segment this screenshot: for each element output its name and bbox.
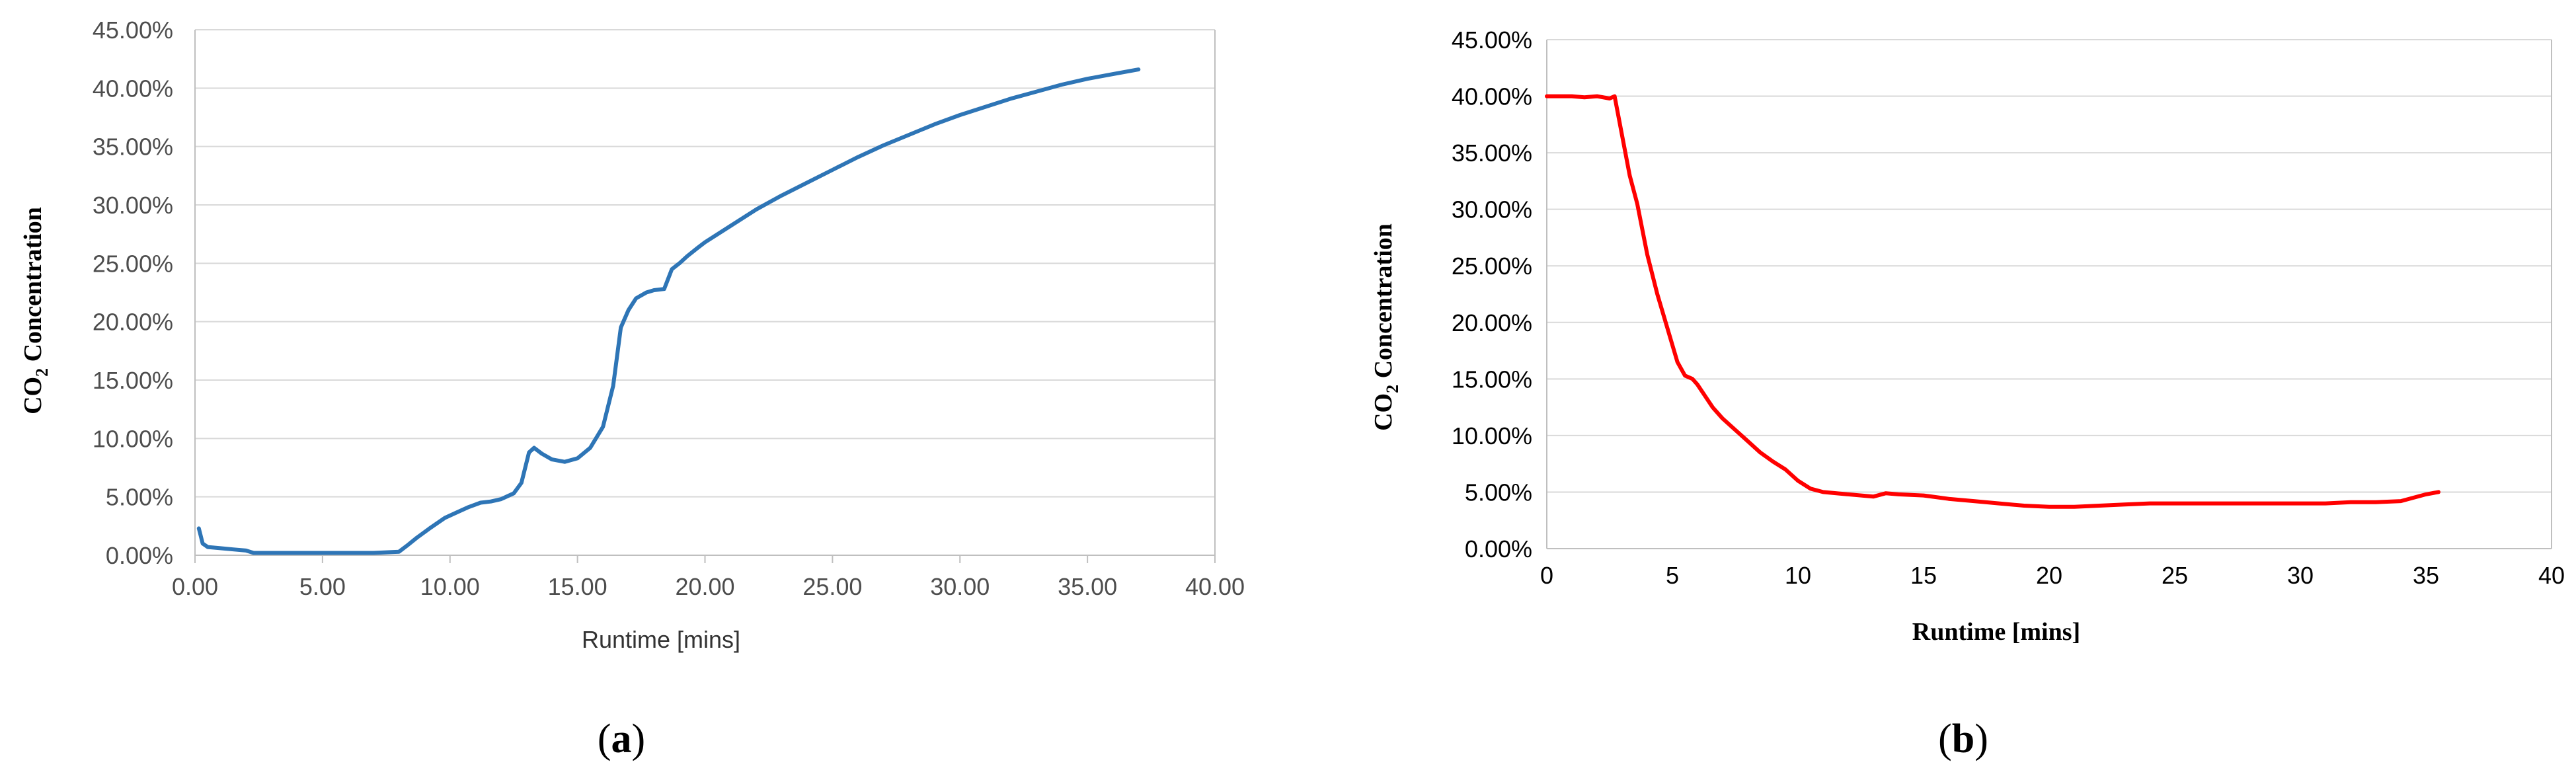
panel-b-caption: (b) bbox=[1938, 717, 1988, 761]
chart-a-gridlines bbox=[195, 29, 1215, 498]
chart-b-series-line bbox=[1545, 94, 2440, 509]
chart-a-x-tick-label: 35.00 bbox=[1058, 573, 1117, 600]
chart-a-y-tick-label: 0.00% bbox=[106, 542, 173, 569]
chart-a-y-tick-label: 5.00% bbox=[106, 484, 173, 511]
chart-b-y-tick-label: 40.00% bbox=[1452, 83, 1532, 110]
panel-a-caption: (a) bbox=[598, 717, 645, 761]
chart-a-x-tick-label: 20.00 bbox=[675, 573, 734, 600]
chart-a-x-tick-labels: 0.00 5.00 10.00 15.00 20.00 25.00 30.00 35.00 40… bbox=[172, 573, 1245, 600]
chart-b-y-tick-label: 20.00% bbox=[1452, 309, 1532, 336]
chart-b-y-axis-label-main: CO bbox=[1370, 393, 1397, 431]
panel-b-caption-open: ( bbox=[1938, 717, 1952, 761]
chart-b-y-tick-label: 25.00% bbox=[1452, 252, 1532, 280]
chart-b-x-tick-label: 0 bbox=[1540, 562, 1553, 589]
chart-a-y-axis-label: CO2 Concentration bbox=[19, 207, 52, 414]
chart-b-y-tick-label: 30.00% bbox=[1452, 196, 1532, 223]
panel-a-caption-letter: a bbox=[611, 717, 632, 761]
chart-a-series bbox=[196, 67, 1141, 555]
chart-b-x-tick-label: 40 bbox=[2538, 562, 2565, 589]
chart-b-x-tick-label: 10 bbox=[1785, 562, 1811, 589]
chart-a-y-axis-label-rest: Concentration bbox=[19, 207, 47, 368]
chart-b-y-tick-label: 10.00% bbox=[1452, 422, 1532, 449]
chart-b-x-tick-label: 25 bbox=[2162, 562, 2188, 589]
chart-b-y-tick-label: 15.00% bbox=[1452, 366, 1532, 393]
panel-a-caption-open: ( bbox=[598, 717, 611, 761]
chart-b-gridlines bbox=[1547, 39, 2552, 493]
chart-b-y-tick-label: 35.00% bbox=[1452, 139, 1532, 167]
chart-a-axes bbox=[194, 30, 1216, 563]
panel-b-caption-close: ) bbox=[1974, 717, 1988, 761]
chart-b-x-tick-label: 15 bbox=[1910, 562, 1937, 589]
chart-a-series-line bbox=[196, 67, 1141, 555]
chart-a-x-tick-label: 10.00 bbox=[420, 573, 480, 600]
chart-b-y-axis-label-sub: 2 bbox=[1383, 385, 1402, 393]
chart-a-y-tick-labels: 0.00% 5.00% 10.00% 15.00% 20.00% 25.00% 30.00%… bbox=[93, 17, 173, 569]
chart-a-y-tick-label: 35.00% bbox=[93, 134, 173, 161]
chart-b: 0.00% 5.00% 10.00% 15.00% 20.00% 25.00% 30.00%… bbox=[1370, 26, 2565, 761]
chart-a-x-tick-label: 40.00 bbox=[1185, 573, 1245, 600]
chart-a-y-tick-label: 20.00% bbox=[93, 309, 173, 336]
chart-b-y-tick-label: 5.00% bbox=[1465, 479, 1532, 506]
chart-a-x-tick-label: 15.00 bbox=[548, 573, 607, 600]
chart-b-x-tick-labels: 0 5 10 15 20 25 30 35 40 bbox=[1540, 562, 2565, 589]
chart-a-y-tick-label: 40.00% bbox=[93, 75, 173, 102]
chart-b-y-tick-labels: 0.00% 5.00% 10.00% 15.00% 20.00% 25.00% 30.00%… bbox=[1452, 26, 1532, 563]
chart-b-x-tick-label: 30 bbox=[2287, 562, 2314, 589]
chart-b-series bbox=[1545, 94, 2440, 509]
chart-b-x-tick-label: 35 bbox=[2413, 562, 2439, 589]
chart-a-x-axis-label: Runtime [mins] bbox=[582, 626, 740, 653]
chart-a-y-axis-label-sub: 2 bbox=[32, 368, 52, 377]
chart-a-y-tick-label: 25.00% bbox=[93, 250, 173, 277]
chart-b-x-tick-label: 5 bbox=[1666, 562, 1679, 589]
chart-b-x-tick-label: 20 bbox=[2036, 562, 2062, 589]
chart-a-x-tick-label: 5.00 bbox=[299, 573, 346, 600]
panel-b-caption-letter: b bbox=[1952, 717, 1974, 761]
chart-a: 0.00% 5.00% 10.00% 15.00% 20.00% 25.00% 30.00%… bbox=[19, 17, 1245, 761]
chart-b-y-axis-label-rest: Concentration bbox=[1370, 223, 1397, 385]
chart-a-y-tick-label: 45.00% bbox=[93, 17, 173, 44]
chart-a-y-tick-label: 10.00% bbox=[93, 425, 173, 452]
chart-b-y-tick-label: 0.00% bbox=[1465, 535, 1532, 563]
chart-a-x-tick-label: 0.00 bbox=[172, 573, 218, 600]
chart-a-x-tick-label: 30.00 bbox=[930, 573, 990, 600]
chart-a-x-tick-label: 25.00 bbox=[802, 573, 862, 600]
chart-b-axes bbox=[1546, 40, 2552, 549]
panel-a-caption-close: ) bbox=[632, 717, 646, 761]
chart-a-y-tick-label: 30.00% bbox=[93, 192, 173, 219]
chart-b-x-axis-label: Runtime [mins] bbox=[1912, 618, 2080, 646]
chart-b-y-axis-label: CO2 Concentration bbox=[1370, 223, 1402, 431]
chart-a-y-axis-label-main: CO bbox=[19, 377, 47, 414]
chart-b-y-tick-label: 45.00% bbox=[1452, 26, 1532, 54]
chart-a-y-tick-label: 15.00% bbox=[93, 367, 173, 394]
